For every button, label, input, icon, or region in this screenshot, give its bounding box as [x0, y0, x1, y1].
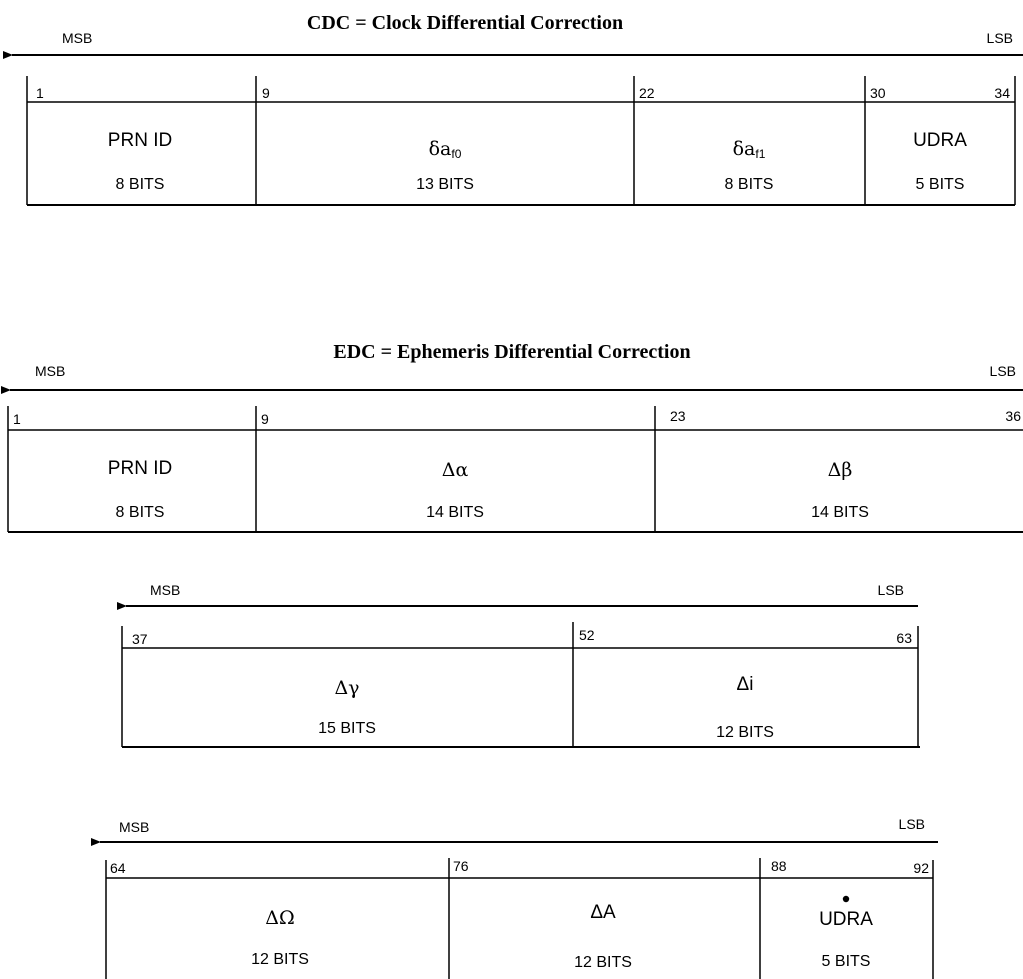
cdc-bit-1: 1: [36, 85, 44, 101]
cdc-field-box: [26, 101, 1016, 206]
edc-field-delta-a: ΔA: [590, 902, 616, 923]
edc-bit-52: 52: [579, 627, 595, 643]
edc-field-delta-omega: ΔΩ: [265, 907, 294, 929]
edc-row-1: MSB LSB 1 9 23 36 PRN ID 8 BITS Δα 1: [0, 363, 1023, 533]
cdc-bit-34: 34: [994, 85, 1010, 101]
cdc-msb-label: MSB: [62, 30, 92, 46]
udra-dot-marker: [842, 895, 850, 903]
edc-bit-37: 37: [132, 631, 148, 647]
edc-row2-lsb-label: LSB: [878, 582, 904, 598]
cdc-field-daf0-bits: 13 BITS: [416, 176, 474, 193]
cdc-bit-9: 9: [262, 85, 270, 101]
edc-row3-bit-ticks: [105, 858, 934, 878]
edc-bit-36: 36: [1005, 408, 1021, 424]
edc-row3-field-box: [105, 877, 934, 979]
cdc-bit-30: 30: [870, 85, 886, 101]
edc-bit-63: 63: [896, 630, 912, 646]
edc-field-delta-alpha-bits: 14 BITS: [426, 504, 484, 521]
edc-field-delta-i: Δi: [737, 674, 754, 695]
edc-row1-lsb-label: LSB: [990, 363, 1016, 379]
edc-field-delta-beta-bits: 14 BITS: [811, 504, 869, 521]
edc-row1-msb-label: MSB: [35, 363, 65, 379]
edc-field-delta-i-bits: 12 BITS: [716, 724, 774, 741]
edc-field-udra-bits: 5 BITS: [822, 953, 871, 970]
cdc-title: CDC = Clock Differential Correction: [307, 12, 623, 34]
edc-field-delta-gamma-bits: 15 BITS: [318, 720, 376, 737]
edc-row1-bit-ticks: [7, 406, 656, 430]
edc-bit-88: 88: [771, 858, 787, 874]
cdc-lsb-label: LSB: [987, 30, 1013, 46]
cdc-field-prn-id-bits: 8 BITS: [116, 176, 165, 193]
edc-bit-64: 64: [110, 860, 126, 876]
edc-field-delta-omega-bits: 12 BITS: [251, 951, 309, 968]
edc-row3-lsb-label: LSB: [899, 816, 925, 832]
edc-bit-9: 9: [261, 411, 269, 427]
cdc-bit-22: 22: [639, 85, 655, 101]
edc-title: EDC = Ephemeris Differential Correction: [333, 341, 690, 363]
edc-row2-field-box: [121, 647, 920, 748]
edc-field-udra: UDRA: [819, 909, 873, 930]
cdc-field-prn-id: PRN ID: [108, 130, 172, 151]
edc-bit-23: 23: [670, 408, 686, 424]
edc-row-3: MSB LSB 64 76 88 92 ΔΩ 12 BITS ΔA: [91, 816, 938, 979]
edc-bit-92: 92: [913, 860, 929, 876]
cdc-bit-ticks: [26, 76, 1016, 102]
edc-section: EDC = Ephemeris Differential Correction …: [0, 341, 1023, 979]
edc-field-delta-a-bits: 12 BITS: [574, 954, 632, 971]
edc-row3-msb-label: MSB: [119, 819, 149, 835]
edc-row-2: MSB LSB 37 52 63 Δγ 15 BITS Δi 12 BITS: [117, 582, 920, 748]
cdc-field-daf1: δaf1: [733, 138, 766, 161]
cdc-field-daf1-bits: 8 BITS: [725, 176, 774, 193]
edc-row2-bit-ticks: [121, 622, 919, 648]
edc-field-delta-alpha: Δα: [442, 459, 469, 481]
edc-field-prn-id-bits: 8 BITS: [116, 504, 165, 521]
edc-field-prn-id: PRN ID: [108, 458, 172, 479]
cdc-section: CDC = Clock Differential Correction MSB …: [2, 12, 1023, 206]
cdc-field-udra: UDRA: [913, 130, 967, 151]
edc-field-delta-beta: Δβ: [828, 459, 853, 481]
cdc-field-udra-bits: 5 BITS: [916, 176, 965, 193]
edc-field-delta-gamma: Δγ: [334, 677, 359, 699]
edc-row2-msb-label: MSB: [150, 582, 180, 598]
cdc-field-daf0: δaf0: [429, 138, 462, 161]
edc-row1-field-box: [7, 429, 1023, 533]
edc-bit-76: 76: [453, 858, 469, 874]
edc-bit-1: 1: [13, 411, 21, 427]
